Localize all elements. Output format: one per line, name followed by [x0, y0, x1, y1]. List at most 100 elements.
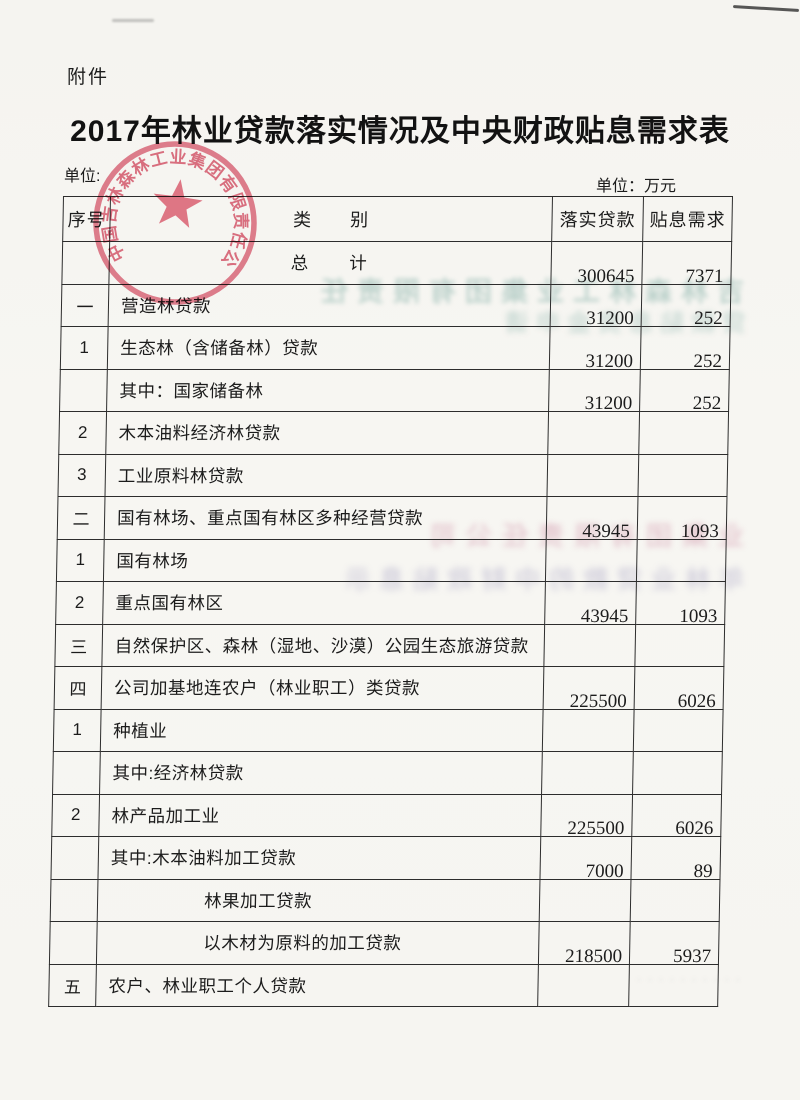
cell-subsidy: [632, 751, 723, 794]
cell-category: 公司加基地连农户（林业职工）类贷款: [101, 666, 544, 709]
cell-loan-text: 225500: [569, 690, 627, 710]
table-row: 1 国有林场: [56, 539, 727, 582]
loan-table-container: 序号 类 别 落实贷款 贴息需求 总 计 300645 7371 一 营造林贷款 3120…: [48, 196, 733, 1007]
cell-category: 国有林场: [103, 539, 547, 582]
cell-no-text: 一: [76, 297, 94, 317]
table-row: 2 重点国有林区 43945 1093: [55, 581, 726, 625]
table-row: 其中：国家储备林 31200 252: [59, 369, 730, 412]
cell-subsidy-text: 1093: [680, 520, 720, 540]
cell-no-text: 2: [77, 422, 88, 442]
cell-subsidy: 1093: [637, 496, 727, 540]
cell-no-text: 二: [72, 510, 90, 530]
cell-category-text: 其中:木本油料加工贷款: [110, 848, 297, 869]
cell-no: [49, 921, 98, 964]
cell-no-text: 1: [72, 720, 83, 740]
cell-category-text: 其中：国家储备林: [119, 380, 264, 401]
cell-subsidy-text: 6026: [675, 818, 714, 837]
cell-category: 营造林贷款: [108, 284, 551, 327]
cell-loan: 31200: [548, 369, 641, 412]
cell-category: 自然保护区、森林（湿地、沙漠）公园生态旅游贷款: [101, 624, 545, 667]
cell-subsidy-text: 252: [692, 393, 722, 412]
cell-category: 其中:木本油料加工贷款: [97, 836, 541, 879]
cell-subsidy-text: 1093: [679, 605, 718, 625]
scan-edge-artifact: [732, 4, 800, 13]
cell-subsidy: 252: [640, 326, 731, 369]
cell-loan: 43945: [546, 496, 638, 540]
cell-loan-text: 31200: [585, 350, 634, 370]
table-row: 二 国有林场、重点国有林区多种经营贷款 43945 1093: [57, 496, 727, 540]
cell-no-text: 3: [76, 465, 87, 485]
cell-category-text: 生态林（含储备林）贷款: [120, 338, 319, 359]
cell-subsidy: 252: [641, 284, 731, 327]
table-row: 五 农户、林业职工个人贷款: [48, 964, 719, 1007]
table-row: 三 自然保护区、森林（湿地、沙漠）公园生态旅游贷款: [54, 624, 725, 667]
cell-loan: 300645: [550, 241, 643, 284]
cell-subsidy: [637, 454, 728, 497]
table-row: 2 林产品加工业 225500 6026: [51, 794, 722, 837]
cell-category: 其中:经济林贷款: [99, 751, 543, 794]
cell-subsidy-text: 252: [694, 308, 723, 327]
cell-loan: [545, 539, 638, 582]
loan-table-body: 总 计 300645 7371 一 营造林贷款 31200 252 1 生态林（含储备林）贷款 3…: [48, 241, 732, 1007]
cell-category-text: 营造林贷款: [120, 295, 212, 316]
cell-category: 种植业: [100, 709, 544, 752]
table-row: 1 种植业: [53, 709, 724, 752]
cell-subsidy: 252: [639, 369, 730, 412]
cell-category-text: 其中:经济林贷款: [112, 763, 244, 784]
cell-loan: 218500: [538, 921, 631, 964]
attachment-label: 附件: [67, 67, 110, 88]
cell-no: [59, 369, 108, 412]
cell-subsidy: 6026: [634, 666, 724, 709]
cell-category-text: 工业原料林贷款: [117, 465, 245, 486]
cell-loan: 31200: [549, 326, 642, 370]
cell-no: 五: [48, 964, 97, 1007]
cell-no: 2: [51, 794, 100, 837]
cell-category-text: 林产品加工业: [111, 805, 220, 826]
cell-loan: [541, 751, 634, 794]
cell-category: 重点国有林区: [102, 581, 546, 624]
cell-category: 生态林（含储备林）贷款: [107, 326, 551, 369]
table-row: 林果加工贷款: [50, 879, 720, 922]
cell-loan: 31200: [550, 284, 642, 327]
cell-no: [52, 751, 101, 794]
cell-category: 工业原料林贷款: [104, 454, 548, 497]
page-title: 2017年林业贷款落实情况及中央财政贴息需求表: [70, 115, 730, 148]
cell-category: 农户、林业职工个人贷款: [95, 964, 539, 1007]
cell-no: 1: [60, 326, 109, 369]
cell-no-text: 2: [70, 805, 81, 825]
cell-no: 二: [57, 496, 105, 539]
table-row: 其中:经济林贷款: [52, 751, 723, 794]
cell-loan: [546, 454, 639, 497]
cell-no: 四: [54, 666, 102, 709]
cell-no: [50, 879, 98, 922]
cell-subsidy: 5937: [629, 921, 720, 965]
cell-subsidy-text: 5937: [672, 945, 712, 965]
cell-category: 木本油料经济林贷款: [105, 411, 549, 454]
cell-category-text: 公司加基地连农户（林业职工）类贷款: [113, 678, 421, 699]
cell-loan: [542, 709, 635, 752]
cell-loan: [547, 411, 640, 454]
header-subsidy: 贴息需求: [642, 196, 733, 242]
cell-category-text: 自然保护区、森林（湿地、沙漠）公园生态旅游贷款: [114, 635, 529, 656]
loan-table: 序号 类 别 落实贷款 贴息需求 总 计 300645 7371 一 营造林贷款 3120…: [48, 196, 733, 1007]
cell-no-text: 五: [63, 977, 82, 997]
cell-loan-text: 43945: [582, 520, 631, 540]
header-row: 序号 类 别 落实贷款 贴息需求: [62, 196, 733, 242]
cell-no: 2: [58, 411, 107, 454]
table-row: 3 工业原料林贷款: [57, 454, 728, 497]
table-row: 总 计 300645 7371: [61, 241, 732, 284]
cell-no: [50, 836, 99, 879]
table-row: 2 木本油料经济林贷款: [58, 411, 729, 454]
cell-no: 3: [57, 454, 106, 497]
header-no: 序号: [62, 196, 111, 242]
cell-category: 其中：国家储备林: [106, 369, 550, 412]
cell-subsidy: 89: [630, 836, 721, 879]
cell-no: 1: [53, 709, 102, 752]
cell-loan: 225500: [540, 794, 633, 837]
cell-subsidy: [634, 624, 725, 667]
cell-loan: [539, 879, 631, 922]
header-loan: 落实贷款: [551, 196, 644, 242]
cell-loan-text: 31200: [584, 393, 633, 412]
cell-no-text: 四: [69, 680, 87, 700]
